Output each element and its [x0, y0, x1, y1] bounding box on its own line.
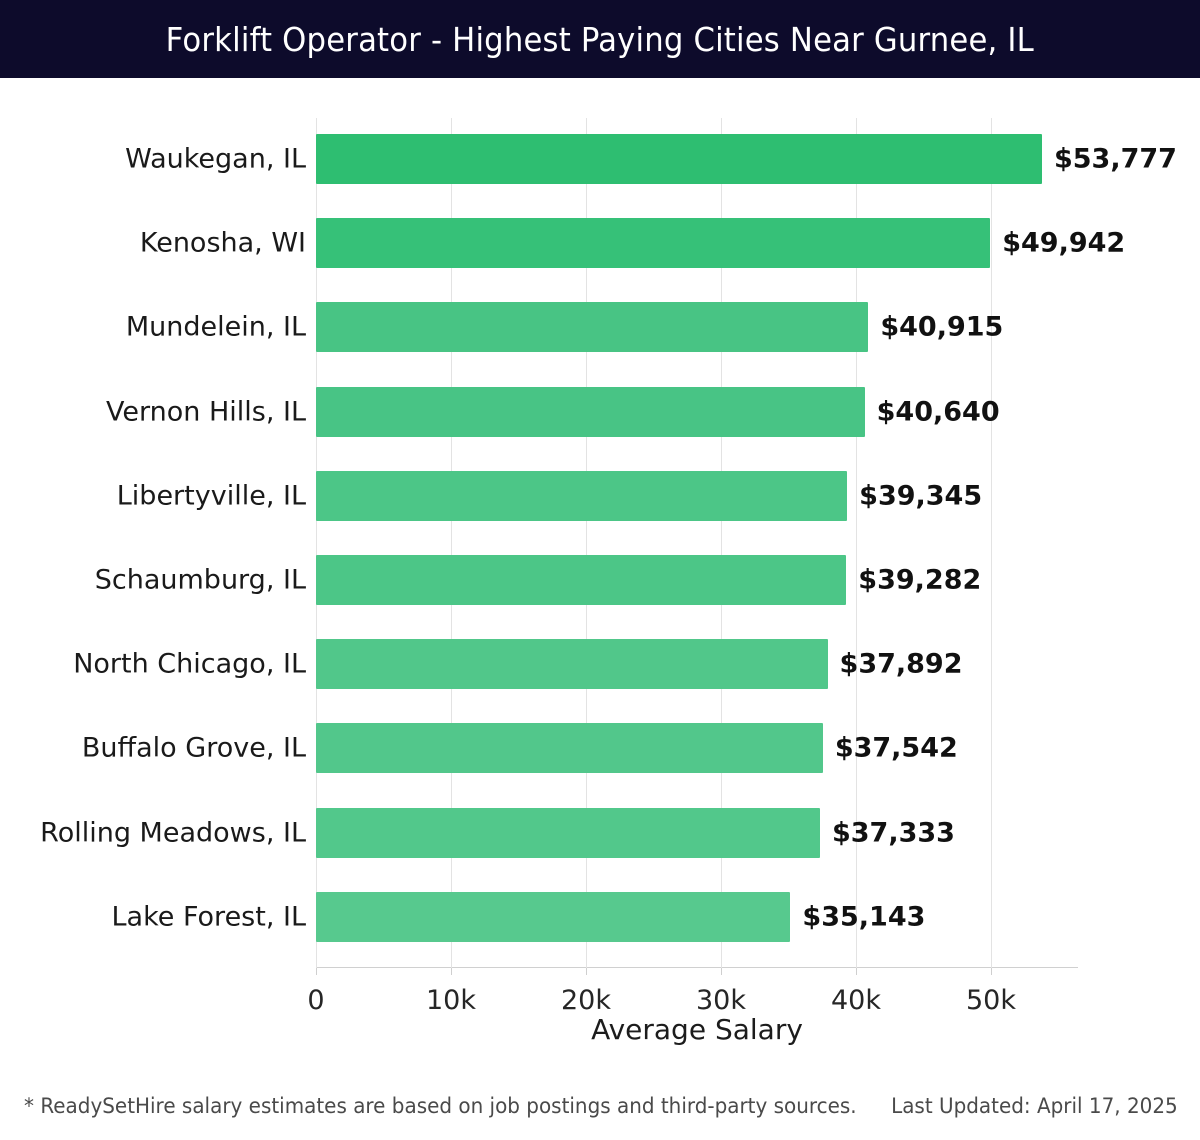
bar[interactable]	[316, 470, 848, 521]
bar-row: $37,892	[316, 639, 1078, 690]
x-tick-label: 20k	[561, 985, 611, 1016]
x-tick-mark	[316, 968, 317, 975]
bar[interactable]	[316, 807, 820, 858]
x-tick-label: 0	[307, 985, 325, 1016]
x-gridline	[856, 118, 857, 968]
x-tick-label: 40k	[831, 985, 881, 1016]
bar[interactable]	[316, 386, 865, 437]
category-label: Buffalo Grove, IL	[81, 732, 306, 764]
bar-value-label: $35,143	[802, 901, 926, 933]
bar-value-label: $37,333	[831, 817, 955, 849]
bar[interactable]	[316, 134, 1042, 184]
page-title: Forklift Operator - Highest Paying Citie…	[165, 19, 1035, 59]
bar-row: $40,640	[316, 386, 1078, 437]
bar-value-label: $40,640	[876, 396, 1000, 428]
bar[interactable]	[316, 302, 869, 353]
x-tick-mark	[991, 968, 992, 975]
bar-row: $53,777	[316, 134, 1177, 184]
x-gridline	[721, 118, 722, 968]
bar-value-label: $37,892	[839, 648, 963, 680]
category-label: Kenosha, WI	[139, 227, 306, 259]
bar-row: $39,282	[316, 555, 1078, 605]
category-label: Vernon Hills, IL	[106, 396, 306, 428]
category-label: Libertyville, IL	[116, 480, 306, 512]
bar-row: $37,333	[316, 807, 1078, 858]
bar-value-label: $37,542	[834, 732, 958, 764]
x-tick-label: 50k	[966, 985, 1016, 1016]
bar-value-label: $53,777	[1053, 143, 1177, 175]
x-gridline	[316, 118, 317, 968]
bar[interactable]	[316, 555, 847, 605]
plot-area: 0 10k 20k 30k 40k 50k $53,777 $49,942 $40,915 $40…	[307, 118, 1177, 1016]
bar-value-label: $39,282	[858, 564, 982, 596]
bar[interactable]	[316, 891, 791, 942]
x-tick-mark	[856, 968, 857, 975]
category-label: Lake Forest, IL	[111, 901, 306, 933]
bar-row: $37,542	[316, 723, 1078, 774]
x-tick-mark	[586, 968, 587, 975]
bar-value-label: $39,345	[859, 480, 983, 512]
x-tick-mark	[451, 968, 452, 975]
x-tick-label: 10k	[426, 985, 476, 1016]
x-axis-line	[316, 967, 1078, 968]
bar-value-label: $49,942	[1002, 227, 1126, 259]
bar-row: $39,345	[316, 470, 1078, 521]
category-label: Mundelein, IL	[125, 311, 306, 343]
header-bar: Forklift Operator - Highest Paying Citie…	[0, 0, 1200, 78]
bar[interactable]	[316, 218, 991, 269]
x-gridline	[586, 118, 587, 968]
category-label: Schaumburg, IL	[94, 564, 306, 596]
footer-disclaimer: * ReadySetHire salary estimates are base…	[24, 1094, 857, 1118]
footer-last-updated: Last Updated: April 17, 2025	[891, 1094, 1178, 1118]
bar-value-label: $40,915	[880, 311, 1004, 343]
x-gridline	[991, 118, 992, 968]
x-gridline	[451, 118, 452, 968]
x-tick-label: 30k	[696, 985, 746, 1016]
category-label: Rolling Meadows, IL	[40, 817, 306, 849]
bar-row: $49,942	[316, 218, 1125, 269]
bar-row: $35,143	[316, 891, 1078, 942]
chart-container: 0 10k 20k 30k 40k 50k $53,777 $49,942 $40,915 $40…	[0, 78, 1200, 1078]
category-label: North Chicago, IL	[73, 648, 306, 680]
x-tick-mark	[721, 968, 722, 975]
category-label: Waukegan, IL	[125, 143, 306, 175]
x-axis-title: Average Salary	[591, 1013, 803, 1046]
bar-row: $40,915	[316, 302, 1078, 353]
bar[interactable]	[316, 723, 823, 774]
bar[interactable]	[316, 639, 828, 690]
